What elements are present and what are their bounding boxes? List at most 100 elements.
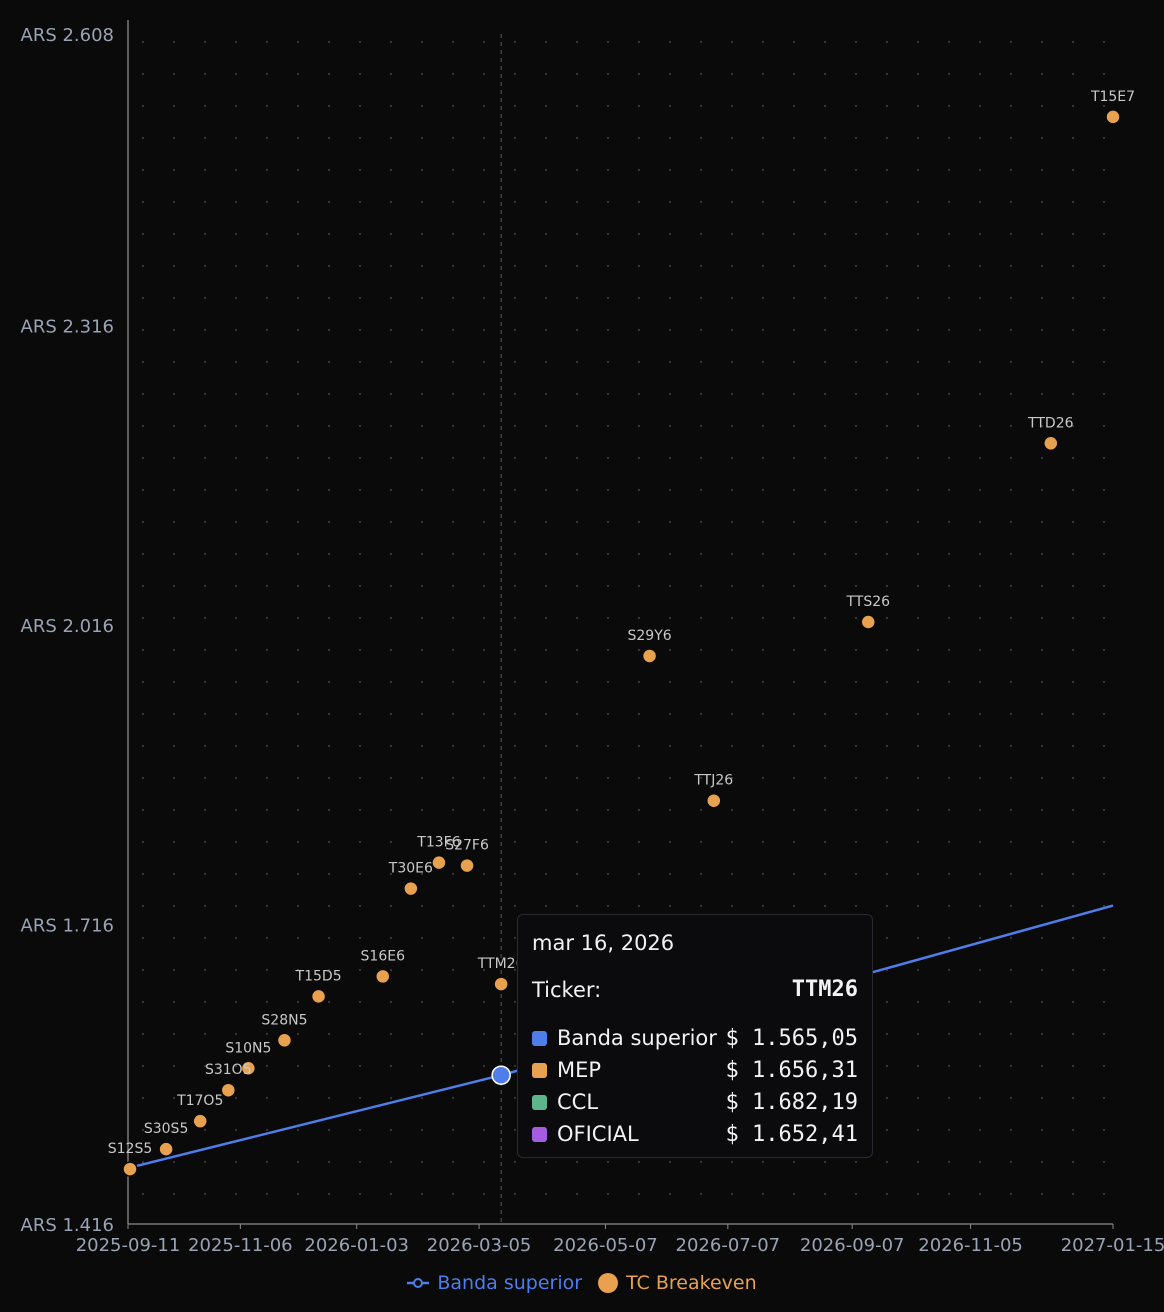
grid-dot <box>327 712 331 716</box>
grid-dot <box>358 328 362 332</box>
grid-dot <box>637 136 641 140</box>
grid-dot <box>916 936 920 940</box>
grid-dot <box>885 392 889 396</box>
breakeven-point-t17o5[interactable] <box>192 1113 208 1129</box>
grid-dot <box>761 136 765 140</box>
breakeven-point-t15e7[interactable] <box>1105 109 1121 125</box>
chart-legend: Banda superior TC Breakeven <box>0 1272 1164 1294</box>
grid-dot <box>978 840 982 844</box>
grid-dot <box>544 424 548 428</box>
grid-dot <box>699 584 703 588</box>
grid-dot <box>513 1128 517 1132</box>
breakeven-point-ttm26[interactable] <box>493 976 509 992</box>
grid-dot <box>699 200 703 204</box>
grid-dot <box>1102 968 1106 972</box>
grid-dot <box>172 200 176 204</box>
grid-dot <box>234 968 238 972</box>
hover-marker <box>491 1065 511 1085</box>
grid-dot <box>1009 776 1013 780</box>
tooltip-ticker-value: TTM26 <box>791 977 858 1002</box>
grid-dot <box>389 264 393 268</box>
grid-dot <box>482 1160 486 1164</box>
grid-dot <box>544 904 548 908</box>
grid-dot <box>1102 680 1106 684</box>
grid-dot <box>699 648 703 652</box>
grid-dot <box>947 72 951 76</box>
grid-dot <box>885 296 889 300</box>
grid-dot <box>265 168 269 172</box>
grid-dot <box>420 392 424 396</box>
grid-dot <box>699 424 703 428</box>
legend-item-breakeven[interactable]: TC Breakeven <box>598 1272 757 1294</box>
grid-dot <box>327 168 331 172</box>
grid-dot <box>234 776 238 780</box>
grid-dot <box>885 1064 889 1068</box>
grid-dot <box>761 648 765 652</box>
grid-dot <box>916 648 920 652</box>
grid-dot <box>327 520 331 524</box>
legend-item-banda[interactable]: Banda superior <box>407 1272 582 1294</box>
grid-dot <box>916 40 920 44</box>
grid-dot <box>1071 168 1075 172</box>
grid-dot <box>947 104 951 108</box>
grid-dot <box>358 1128 362 1132</box>
breakeven-point-tts26[interactable] <box>860 614 877 630</box>
breakeven-point-s30s5[interactable] <box>158 1141 174 1157</box>
grid-dot <box>606 808 610 812</box>
grid-dot <box>1102 584 1106 588</box>
grid-dot <box>420 872 424 876</box>
grid-dot <box>265 776 269 780</box>
breakeven-point-ttd26[interactable] <box>1043 435 1059 452</box>
grid-dot <box>792 744 796 748</box>
grid-dot <box>730 712 734 716</box>
breakeven-point-s12s5[interactable] <box>122 1161 138 1177</box>
grid-dot <box>513 360 517 364</box>
grid-dot <box>389 232 393 236</box>
grid-dot <box>265 680 269 684</box>
grid-dot <box>172 680 176 684</box>
grid-dot <box>947 584 951 588</box>
grid-dot <box>296 1000 300 1004</box>
breakeven-point-s29y6[interactable] <box>641 648 658 664</box>
breakeven-point-ttj26[interactable] <box>706 792 722 809</box>
grid-dot <box>358 1064 362 1068</box>
breakeven-point-t13f6[interactable] <box>431 854 447 871</box>
grid-dot <box>172 1064 176 1068</box>
breakeven-point-s16e6[interactable] <box>375 968 391 985</box>
grid-dot <box>265 296 269 300</box>
grid-dot <box>389 1096 393 1100</box>
grid-dot <box>234 904 238 908</box>
breakeven-point-s10n5[interactable] <box>240 1060 257 1077</box>
grid-dot <box>203 200 207 204</box>
tooltip-row-label: CCL <box>557 1090 599 1114</box>
grid-dot <box>172 1000 176 1004</box>
grid-dot <box>327 40 331 44</box>
breakeven-point-t15d5[interactable] <box>310 988 327 1005</box>
grid-dot <box>296 552 300 556</box>
breakeven-point-t30e6[interactable] <box>403 880 419 897</box>
breakeven-point-s31o5[interactable] <box>220 1082 237 1098</box>
grid-dot <box>916 456 920 460</box>
grid-dot <box>916 776 920 780</box>
grid-dot <box>730 552 734 556</box>
grid-dot <box>358 1000 362 1004</box>
grid-dot <box>203 360 207 364</box>
grid-dot <box>1009 872 1013 876</box>
grid-dot <box>544 552 548 556</box>
tooltip-row-value: $ 1.656,31 <box>725 1057 858 1083</box>
grid-dot <box>141 616 145 620</box>
grid-dot <box>451 232 455 236</box>
grid-dot <box>172 1192 176 1196</box>
breakeven-point-s27f6[interactable] <box>459 857 475 874</box>
breakeven-point-s28n5[interactable] <box>276 1032 293 1049</box>
grid-dot <box>296 200 300 204</box>
grid-dot <box>327 968 331 972</box>
grid-dot <box>513 1096 517 1100</box>
grid-dot <box>420 616 424 620</box>
grid-dot <box>1040 200 1044 204</box>
grid-dot <box>1040 1192 1044 1196</box>
grid-dot <box>792 72 796 76</box>
grid-dot <box>575 104 579 108</box>
grid-dot <box>544 456 548 460</box>
grid-dot <box>544 488 548 492</box>
